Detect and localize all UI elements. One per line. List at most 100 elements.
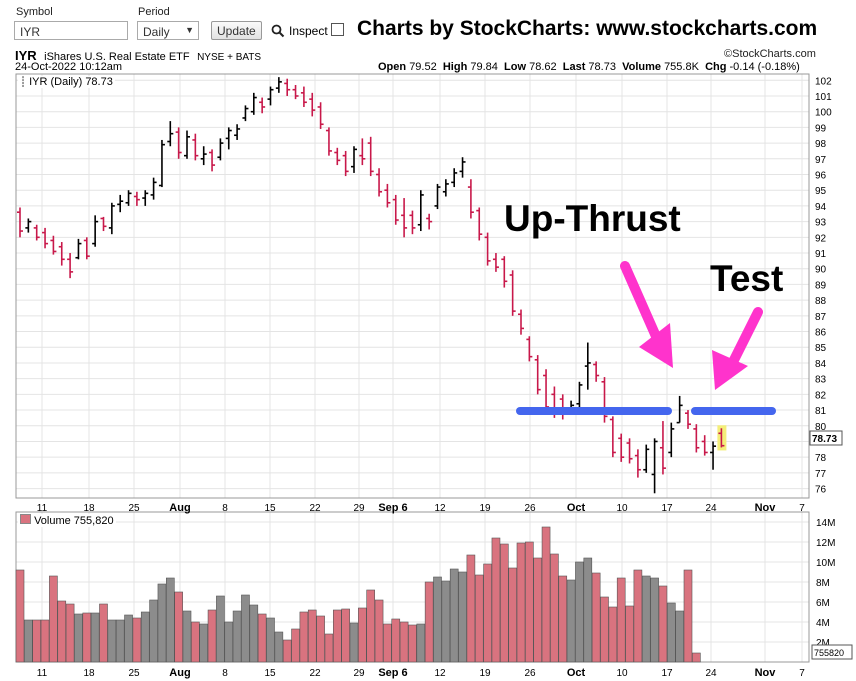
last-volume-tag: 755820 [811, 644, 853, 660]
period-select[interactable]: Daily ▼ [137, 21, 199, 40]
price-bars [17, 77, 725, 494]
date-tick-label: 12 [434, 503, 446, 514]
date-tick-label: 12 [434, 668, 446, 679]
volume-bar [499, 543, 509, 663]
volume-bar [650, 577, 659, 663]
volume-bar [74, 613, 83, 663]
inspect-checkbox[interactable] [331, 23, 344, 36]
volume-bar [224, 621, 234, 663]
ohlc-bar [710, 441, 717, 470]
price-tick-label: 76 [815, 485, 827, 496]
low-label: Low [504, 61, 527, 73]
price-tick-label: 77 [815, 469, 827, 480]
volume-bar [399, 621, 409, 663]
ohlc-bar [83, 237, 90, 260]
search-icon [271, 24, 287, 38]
ohlc-bar [133, 191, 140, 206]
volume-bar [458, 571, 467, 663]
volume-bar [616, 577, 626, 663]
volume-bar [591, 572, 601, 663]
ohlc-bar [25, 218, 32, 233]
volume-axis: 2M 4M 6M 8M 10M 12M 14M [816, 518, 835, 649]
volume-bar [107, 619, 117, 663]
ohlc-bar [200, 146, 207, 166]
volume-bar [525, 541, 534, 663]
ohlc-bar [217, 138, 224, 161]
date-tick-label: 25 [128, 668, 140, 679]
volume-bar [90, 612, 100, 663]
date-tick-label: Aug [169, 667, 190, 679]
symbol-input[interactable]: IYR [14, 21, 128, 40]
ohlc-bar [668, 422, 675, 458]
volume-bar [349, 622, 359, 663]
ohlc-bar [609, 416, 616, 458]
volume-bar [566, 579, 576, 663]
symbol-label: Symbol [16, 6, 53, 18]
ohlc-bar [442, 179, 449, 197]
ohlc-bar [158, 139, 165, 188]
volume-bar [391, 618, 401, 663]
date-tick-label: Sep 6 [378, 667, 407, 679]
date-tick-label: 22 [309, 668, 321, 679]
ohlc-bar [192, 133, 199, 161]
price-tick-label: 99 [815, 123, 827, 134]
price-tick-label: 101 [815, 92, 832, 103]
ohlc-bar-icon: ┊ [20, 77, 27, 88]
ohlc-bar [75, 238, 82, 260]
ohlc-bar [225, 127, 232, 150]
volume-bar [658, 585, 668, 663]
ohlc-bar [325, 127, 332, 156]
ohlc-bar [643, 444, 650, 473]
ohlc-bar [534, 355, 541, 395]
date-axis: 11 11 18 18 25 25 Aug Aug 8 8 15 15 22 22 29 29 Sep 6 Sep… [37, 502, 805, 679]
update-button[interactable]: Update [211, 21, 262, 40]
volume-bar [207, 609, 217, 663]
price-tick-label: 94 [815, 202, 827, 213]
chart-datetime: 24-Oct-2022 10:12am [15, 61, 123, 73]
ohlc-bar [634, 449, 641, 478]
ohlc-bar [17, 207, 23, 238]
volume-bar [149, 599, 158, 663]
volume-tick-label: 14M [816, 518, 835, 529]
volume-bar [550, 553, 559, 663]
volume-bars [15, 526, 701, 663]
date-tick-label: Aug [169, 502, 190, 514]
volume-tick-label: 12M [816, 538, 835, 549]
volume-bar [575, 561, 584, 663]
volume-tick-label: 4M [816, 618, 830, 629]
volume-bar [174, 591, 183, 663]
ohlc-bar [142, 190, 149, 206]
date-tick-label: 24 [705, 668, 717, 679]
volume-legend-text: Volume 755,820 [34, 515, 114, 527]
ohlc-bar [451, 168, 458, 188]
ohlc-bar [184, 130, 190, 159]
ohlc-bar [593, 361, 600, 382]
date-tick-label: 26 [524, 503, 536, 514]
ohlc-bar [492, 253, 499, 272]
period-label: Period [138, 6, 170, 18]
ohlc-bar [701, 435, 708, 456]
ohlc-bar [58, 242, 65, 266]
ohlc-bar [367, 136, 374, 177]
price-axis: 7677787980818283848586878889909192939495… [815, 76, 832, 495]
volume-tick-label: 2M [816, 638, 830, 649]
ohlc-bar [351, 146, 357, 173]
volume-bar [182, 610, 192, 663]
date-tick-label: Sep 6 [378, 502, 407, 514]
volume-bar [416, 623, 426, 663]
ohlc-bar [209, 149, 216, 172]
ohlc-bar [718, 428, 725, 448]
price-tick-label: 89 [815, 280, 827, 291]
last-price-tag: 78.73 [809, 430, 843, 446]
ohlc-bar [259, 97, 266, 114]
date-tick-label: 19 [479, 668, 491, 679]
last-price-tag-text: 78.73 [812, 434, 837, 445]
volume-bar [157, 583, 167, 663]
volume-bar [692, 652, 701, 663]
date-tick-label: 15 [264, 668, 276, 679]
ohlc-bar [50, 235, 57, 255]
volume-bar [24, 619, 33, 663]
volume-bar [124, 614, 133, 663]
volume-bar [508, 567, 517, 663]
ohlc-readout: Open 79.52 High 79.84 Low 78.62 Last 78.… [378, 61, 800, 73]
